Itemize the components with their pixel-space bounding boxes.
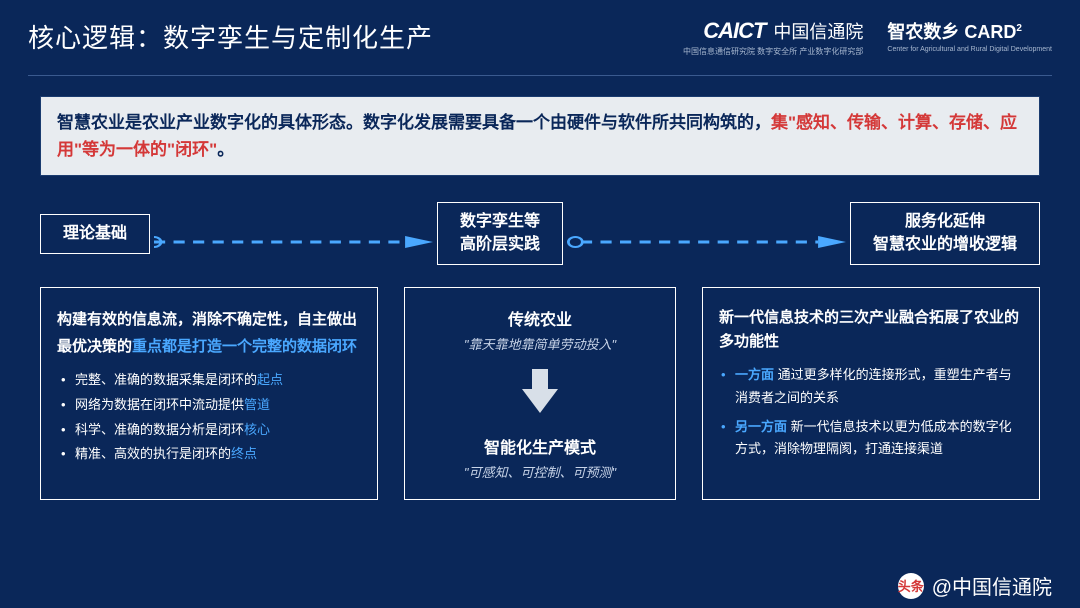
box2-bottom-sub: "可感知、可控制、可预测" [464,462,616,481]
box3-list: 一方面 通过更多样化的连接形式，重塑生产者与消费者之间的关系 另一方面 新一代信… [719,364,1023,461]
flow-node-3-label: 服务化延伸 智慧农业的增收逻辑 [873,213,1017,252]
flow-row: 理论基础 数字孪生等 高阶层实践 服务化延伸 智慧农业的增收逻辑 [40,202,1040,265]
box2-top-sub: "靠天靠地靠简单劳动投入" [464,334,616,353]
box3-item-0: 一方面 通过更多样化的连接形式，重塑生产者与消费者之间的关系 [719,364,1023,410]
intro-text-1: 智慧农业是农业产业数字化的具体形态。数字化发展需要具备一个由硬件与软件所共同构筑… [57,113,771,132]
box1-item-0: 完整、准确的数据采集是闭环的起点 [57,368,361,393]
intro-box: 智慧农业是农业产业数字化的具体形态。数字化发展需要具备一个由硬件与软件所共同构筑… [40,96,1040,176]
box-closed-loop: 构建有效的信息流，消除不确定性，自主做出最优决策的重点都是打造一个完整的数据闭环… [40,287,378,500]
footer: 头条 @中国信通院 [898,571,1052,600]
logos: CAICT 中国信通院 中国信息通信研究院 数字安全所 产业数字化研究部 智农数… [683,18,1052,57]
title-underline [28,75,1052,76]
flow-node-2-label: 数字孪生等 高阶层实践 [460,213,540,252]
card-sub: Center for Agricultural and Rural Digita… [887,46,1052,53]
toutiao-icon: 头条 [898,573,924,599]
down-arrow-icon [518,367,562,420]
card-sup: 2 [1016,23,1022,34]
card-main: 智农数乡 CARD [887,22,1016,42]
flow-node-3: 服务化延伸 智慧农业的增收逻辑 [850,202,1040,265]
box-multifunctional: 新一代信息技术的三次产业融合拓展了农业的多功能性 一方面 通过更多样化的连接形式… [702,287,1040,500]
box2-bottom-title: 智能化生产模式 [484,434,596,458]
intro-text-2: 。 [217,140,234,159]
logo-card: 智农数乡 CARD2 Center for Agricultural and R… [887,18,1052,53]
box3-item-1: 另一方面 新一代信息技术以更为低成本的数字化方式，消除物理隔阂，打通连接渠道 [719,416,1023,462]
flow-node-1: 理论基础 [40,214,150,254]
box1-item-3: 精准、高效的执行是闭环的终点 [57,442,361,467]
box2-top-title: 传统农业 [508,306,572,330]
flow-node-1-label: 理论基础 [63,225,127,242]
box1-list: 完整、准确的数据采集是闭环的起点 网络为数据在闭环中流动提供管道 科学、准确的数… [57,368,361,467]
flow-node-2: 数字孪生等 高阶层实践 [437,202,563,265]
boxes-row: 构建有效的信息流，消除不确定性，自主做出最优决策的重点都是打造一个完整的数据闭环… [40,287,1040,500]
box1-item-2: 科学、准确的数据分析是闭环核心 [57,418,361,443]
flow-arrow-2 [567,232,846,235]
footer-text: @中国信通院 [932,571,1052,600]
box1-item-1: 网络为数据在闭环中流动提供管道 [57,393,361,418]
box-transition: 传统农业 "靠天靠地靠简单劳动投入" 智能化生产模式 "可感知、可控制、可预测" [404,287,676,500]
logo-caict: CAICT 中国信通院 中国信息通信研究院 数字安全所 产业数字化研究部 [683,18,863,57]
flow-arrow-1 [154,232,433,235]
caict-sub: 中国信息通信研究院 数字安全所 产业数字化研究部 [683,46,863,57]
header: 核心逻辑：数字孪生与定制化生产 CAICT 中国信通院 中国信息通信研究院 数字… [0,0,1080,69]
box3-headline: 新一代信息技术的三次产业融合拓展了农业的多功能性 [719,306,1023,354]
caict-cn: 中国信通院 [773,18,863,44]
box1-line1b: 重点都是打造一个完整的数据闭环 [132,338,357,355]
page-title: 核心逻辑：数字孪生与定制化生产 [28,18,433,55]
caict-abbr: CAICT [703,18,765,44]
